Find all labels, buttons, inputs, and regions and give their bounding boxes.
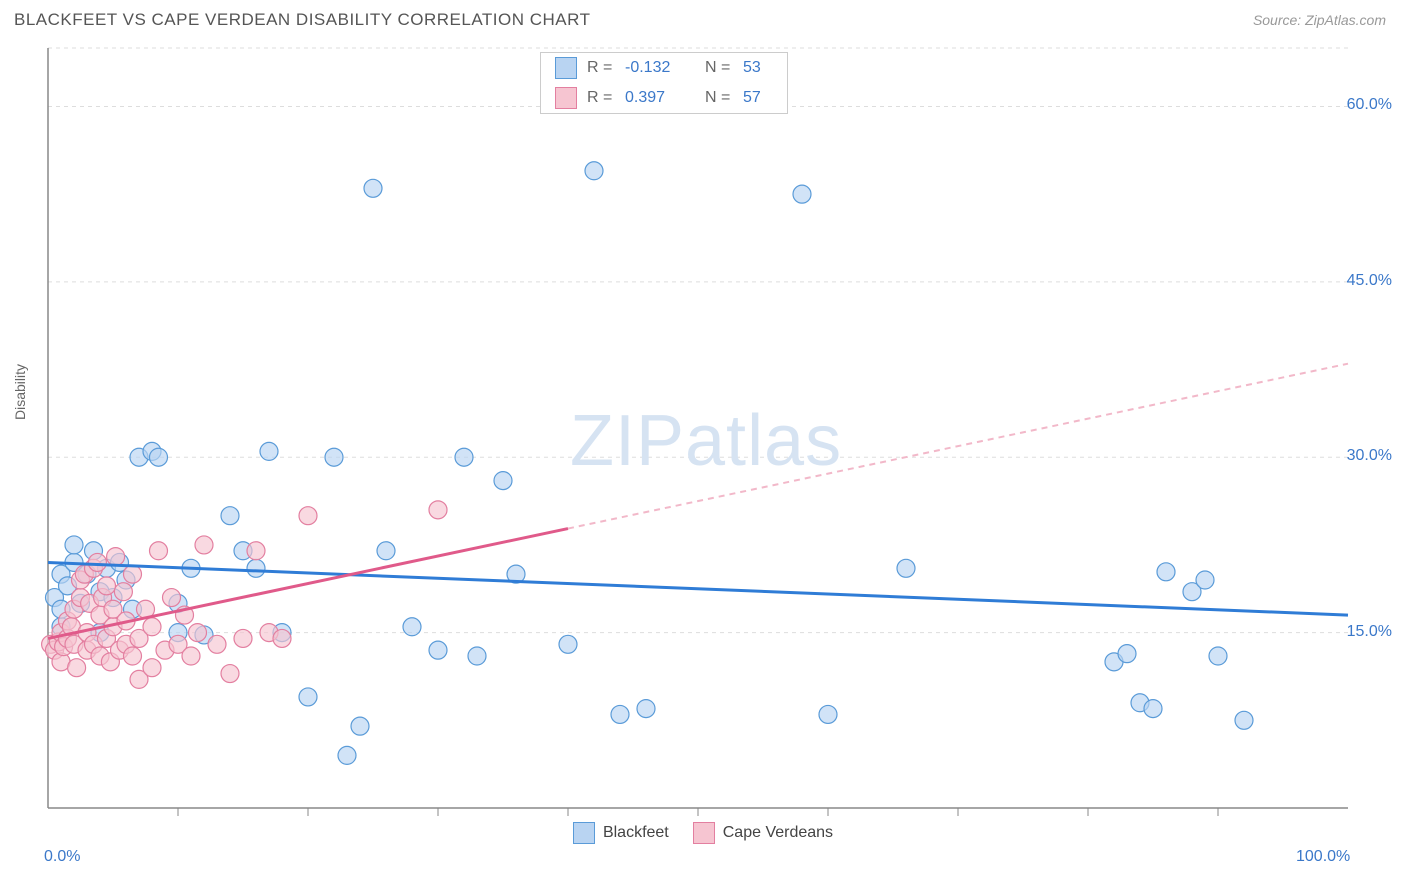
y-axis-tick-label: 30.0% (1347, 447, 1392, 465)
legend-r-label: R = (587, 89, 615, 107)
legend-stats: R = -0.132 N = 53 R = 0.397 N = 57 (540, 52, 788, 114)
legend-r-value: 0.397 (625, 89, 695, 107)
legend-item: Cape Verdeans (693, 822, 833, 844)
legend-swatch-pink (693, 822, 715, 844)
legend-series: Blackfeet Cape Verdeans (0, 822, 1406, 844)
x-axis-tick-label: 100.0% (1296, 848, 1350, 866)
y-axis-tick-label: 60.0% (1347, 96, 1392, 114)
legend-n-value: 53 (743, 59, 773, 77)
legend-item: Blackfeet (573, 822, 669, 844)
y-axis-tick-label: 45.0% (1347, 272, 1392, 290)
legend-stats-row: R = 0.397 N = 57 (541, 83, 787, 113)
legend-r-value: -0.132 (625, 59, 695, 77)
legend-swatch-pink (555, 87, 577, 109)
watermark: ZIPatlas (570, 400, 842, 482)
legend-n-label: N = (705, 89, 733, 107)
legend-n-label: N = (705, 59, 733, 77)
legend-stats-row: R = -0.132 N = 53 (541, 53, 787, 83)
legend-n-value: 57 (743, 89, 773, 107)
legend-swatch-blue (555, 57, 577, 79)
legend-swatch-blue (573, 822, 595, 844)
x-axis-tick-label: 0.0% (44, 848, 80, 866)
y-axis-tick-label: 15.0% (1347, 623, 1392, 641)
legend-r-label: R = (587, 59, 615, 77)
legend-label: Cape Verdeans (723, 824, 833, 842)
legend-label: Blackfeet (603, 824, 669, 842)
